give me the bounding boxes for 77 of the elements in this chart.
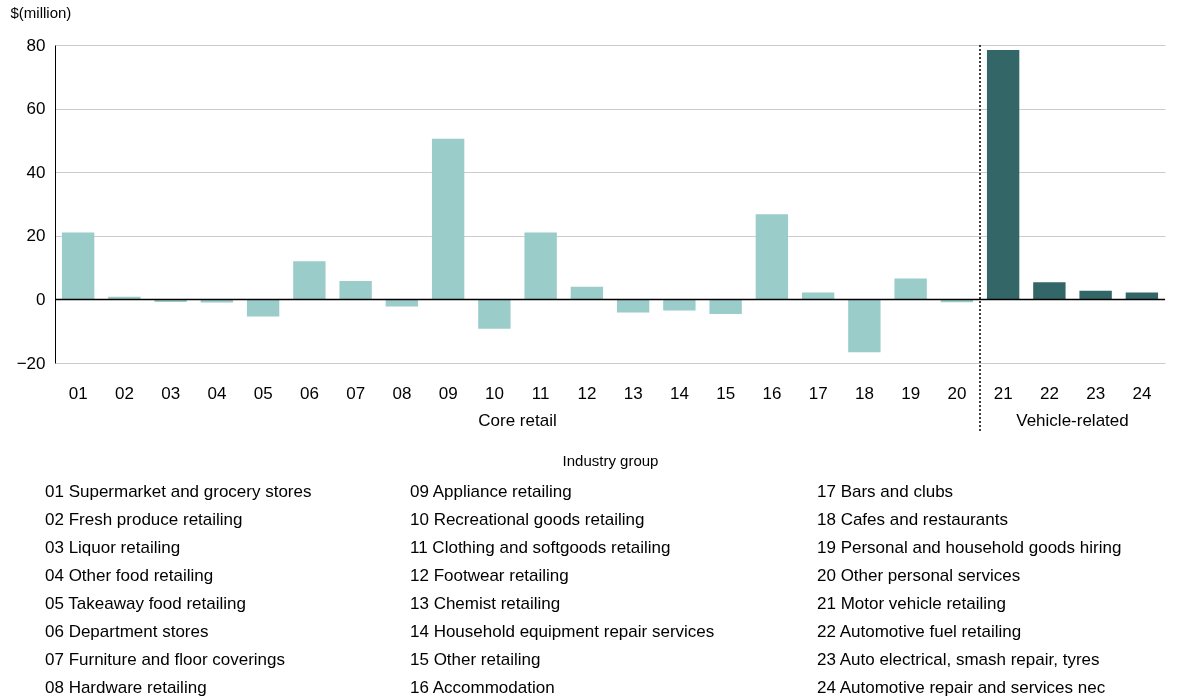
x-tick-label: 21 bbox=[993, 383, 1013, 403]
text: 23 Auto electrical, smash repair, tyres bbox=[817, 649, 1101, 671]
x-tick-label: 04 bbox=[207, 383, 227, 403]
bar bbox=[339, 280, 372, 300]
x-axis-title: Industry group bbox=[562, 451, 659, 469]
y-tick-label: 40 bbox=[26, 162, 46, 182]
x-tick-label: 11 bbox=[531, 383, 550, 403]
bar bbox=[524, 232, 557, 300]
text: 02 Fresh produce retailing bbox=[45, 509, 244, 531]
x-tick-label: 09 bbox=[438, 383, 458, 403]
bar bbox=[1079, 290, 1112, 300]
text: 01 Supermarket and grocery stores bbox=[45, 481, 313, 503]
bar bbox=[431, 138, 465, 300]
x-tick-label: 19 bbox=[901, 383, 921, 403]
x-tick-label: 23 bbox=[1086, 383, 1106, 403]
text: 04 Other food retailing bbox=[45, 565, 215, 587]
x-tick-label: 10 bbox=[484, 383, 504, 403]
bar bbox=[801, 292, 835, 300]
x-tick-label: 16 bbox=[762, 383, 782, 403]
text: 16 Accommodation bbox=[410, 677, 556, 699]
bar bbox=[61, 232, 95, 300]
bar bbox=[663, 299, 696, 311]
text: 22 Automotive fuel retailing bbox=[817, 621, 1023, 643]
text: 11 Clothing and softgoods retailing bbox=[410, 537, 672, 559]
bar bbox=[570, 286, 604, 300]
text: 24 Automotive repair and services nec bbox=[817, 677, 1107, 699]
y-tick-label: −20 bbox=[16, 353, 46, 373]
text: 14 Household equipment repair services bbox=[410, 621, 716, 643]
bar bbox=[755, 214, 789, 300]
text: 19 Personal and household goods hiring bbox=[817, 537, 1123, 559]
x-tick-label: 01 bbox=[68, 383, 88, 403]
x-tick-label: 20 bbox=[947, 383, 967, 403]
text: 18 Cafes and restaurants bbox=[817, 509, 1009, 531]
text: 17 Bars and clubs bbox=[817, 481, 955, 503]
x-tick-label: 12 bbox=[577, 383, 597, 403]
text: 10 Recreational goods retailing bbox=[410, 509, 646, 531]
bar bbox=[986, 50, 1020, 300]
y-axis-title: $(million) bbox=[10, 3, 72, 21]
text: 12 Footwear retailing bbox=[410, 565, 570, 587]
y-tick-label: 0 bbox=[36, 289, 46, 309]
x-tick-label: 18 bbox=[854, 383, 874, 403]
x-tick-label: 06 bbox=[299, 383, 319, 403]
x-tick-label: 07 bbox=[346, 383, 366, 403]
y-tick-label: 20 bbox=[26, 226, 46, 246]
bar bbox=[293, 261, 326, 300]
text: 20 Other personal services bbox=[817, 565, 1022, 587]
bar bbox=[709, 299, 742, 315]
bar bbox=[616, 299, 650, 313]
x-tick-label: 14 bbox=[669, 383, 689, 403]
text: 08 Hardware retailing bbox=[45, 677, 208, 699]
text: Core retail bbox=[478, 411, 557, 430]
x-tick-label: 02 bbox=[114, 383, 134, 403]
x-tick-label: 13 bbox=[623, 383, 643, 403]
x-tick-label: 05 bbox=[253, 383, 273, 403]
x-tick-label: 08 bbox=[392, 383, 412, 403]
y-tick-label: 60 bbox=[26, 99, 46, 119]
x-tick-label: 22 bbox=[1039, 383, 1059, 403]
x-tick-label: 15 bbox=[716, 383, 736, 403]
text: 21 Motor vehicle retailing bbox=[817, 593, 1007, 615]
text: 07 Furniture and floor coverings bbox=[45, 649, 287, 671]
bar bbox=[478, 299, 511, 329]
bar bbox=[1033, 282, 1066, 300]
text: 09 Appliance retailing bbox=[410, 481, 573, 503]
bar bbox=[894, 278, 927, 300]
bar bbox=[246, 299, 280, 317]
x-tick-label: 03 bbox=[161, 383, 181, 403]
bar bbox=[1125, 292, 1159, 300]
text: Vehicle-related bbox=[1016, 411, 1129, 430]
text: 05 Takeaway food retailing bbox=[45, 593, 247, 615]
text: 03 Liquor retailing bbox=[45, 537, 182, 559]
text: 13 Chemist retailing bbox=[410, 593, 562, 615]
text: 06 Department stores bbox=[45, 621, 210, 643]
x-tick-label: 24 bbox=[1132, 383, 1152, 403]
x-tick-label: 17 bbox=[808, 383, 828, 403]
bar bbox=[848, 299, 881, 353]
text: 15 Other retailing bbox=[410, 649, 542, 671]
y-tick-label: 80 bbox=[26, 35, 46, 55]
